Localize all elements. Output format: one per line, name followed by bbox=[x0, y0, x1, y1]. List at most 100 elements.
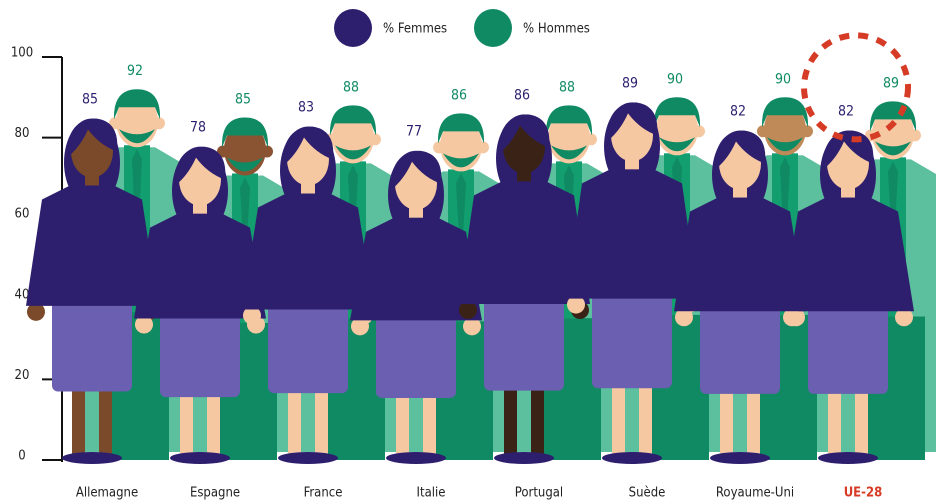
value-label: 92 bbox=[127, 63, 143, 79]
fringe bbox=[66, 118, 118, 158]
beard bbox=[659, 137, 695, 152]
value-label: 82 bbox=[838, 104, 854, 120]
fringe bbox=[390, 150, 442, 190]
beard bbox=[227, 157, 263, 172]
blouse bbox=[458, 179, 590, 305]
x-tick-label: France bbox=[304, 486, 343, 501]
shoes bbox=[278, 452, 338, 464]
value-label: 88 bbox=[343, 79, 359, 95]
hand bbox=[675, 308, 693, 327]
x-tick-label: UE-28 bbox=[844, 486, 883, 501]
woman-figure bbox=[782, 130, 914, 464]
fringe bbox=[174, 146, 226, 186]
leg bbox=[72, 387, 85, 456]
x-tick-label: Portugal bbox=[515, 486, 563, 501]
blouse bbox=[26, 183, 158, 306]
fringe bbox=[606, 102, 658, 142]
leg bbox=[720, 389, 733, 456]
value-label: 83 bbox=[298, 100, 314, 116]
legend-label: % Hommes bbox=[523, 22, 590, 37]
leg bbox=[99, 387, 112, 456]
value-label: 90 bbox=[775, 71, 791, 87]
x-tick-label: Italie bbox=[417, 486, 446, 501]
shoes bbox=[62, 452, 122, 464]
value-label: 85 bbox=[82, 91, 98, 107]
hand bbox=[895, 308, 913, 327]
skirt bbox=[160, 312, 240, 398]
legend-label: % Femmes bbox=[383, 22, 447, 37]
leg bbox=[828, 389, 841, 456]
woman-figure bbox=[26, 118, 158, 464]
shoes bbox=[386, 452, 446, 464]
fringe bbox=[498, 114, 550, 154]
legend-swatch bbox=[334, 9, 372, 47]
fringe bbox=[282, 126, 334, 166]
hair bbox=[653, 97, 701, 128]
skirt bbox=[52, 299, 132, 392]
hand bbox=[135, 315, 153, 334]
beard bbox=[443, 153, 479, 168]
hand bbox=[243, 306, 261, 325]
hand bbox=[459, 301, 477, 320]
value-label: 77 bbox=[406, 124, 422, 140]
beard bbox=[119, 129, 155, 144]
skirt bbox=[484, 298, 564, 391]
leg bbox=[855, 389, 868, 456]
leg bbox=[315, 389, 328, 456]
hand bbox=[351, 317, 369, 336]
leg bbox=[612, 384, 625, 456]
leg bbox=[396, 393, 409, 456]
y-tick-label: 60 bbox=[15, 207, 30, 222]
shoes bbox=[170, 452, 230, 464]
legend-swatch bbox=[474, 9, 512, 47]
leg bbox=[531, 386, 544, 456]
value-label: 78 bbox=[190, 120, 206, 136]
tie bbox=[240, 177, 250, 272]
hair bbox=[761, 97, 809, 128]
value-label: 90 bbox=[667, 71, 683, 87]
shoes bbox=[710, 452, 770, 464]
shoes bbox=[602, 452, 662, 464]
blouse bbox=[566, 167, 698, 299]
value-label: 86 bbox=[451, 87, 467, 103]
leg bbox=[288, 389, 301, 456]
beard bbox=[875, 141, 911, 156]
leg bbox=[207, 393, 220, 456]
beard bbox=[767, 137, 803, 152]
tie bbox=[780, 157, 790, 261]
hair bbox=[221, 117, 269, 148]
leg bbox=[504, 386, 517, 456]
hand bbox=[463, 317, 481, 336]
woman-figure bbox=[350, 150, 482, 464]
leg bbox=[180, 393, 193, 456]
skirt bbox=[808, 305, 888, 394]
hair bbox=[329, 105, 377, 136]
y-tick-label: 80 bbox=[15, 126, 30, 141]
skirt bbox=[700, 305, 780, 394]
hand bbox=[783, 308, 801, 327]
woman-figure bbox=[674, 130, 806, 464]
blouse bbox=[134, 211, 266, 319]
beard bbox=[551, 145, 587, 160]
y-tick-label: 0 bbox=[18, 449, 25, 464]
hair bbox=[545, 105, 593, 136]
woman-figure bbox=[566, 102, 698, 464]
x-tick-label: Suède bbox=[629, 486, 666, 501]
y-tick-label: 40 bbox=[15, 287, 30, 302]
value-label: 89 bbox=[883, 75, 899, 91]
y-tick-label: 100 bbox=[11, 46, 33, 61]
woman-figure bbox=[134, 146, 266, 464]
hair bbox=[113, 89, 161, 120]
beard bbox=[335, 145, 371, 160]
leg bbox=[747, 389, 760, 456]
value-label: 85 bbox=[235, 91, 251, 107]
x-tick-label: Royaume-Uni bbox=[716, 486, 794, 501]
hand bbox=[567, 295, 585, 314]
leg bbox=[423, 393, 436, 456]
blouse bbox=[350, 215, 482, 321]
shoes bbox=[494, 452, 554, 464]
hair bbox=[437, 113, 485, 144]
skirt bbox=[268, 303, 348, 394]
blouse bbox=[674, 195, 806, 312]
